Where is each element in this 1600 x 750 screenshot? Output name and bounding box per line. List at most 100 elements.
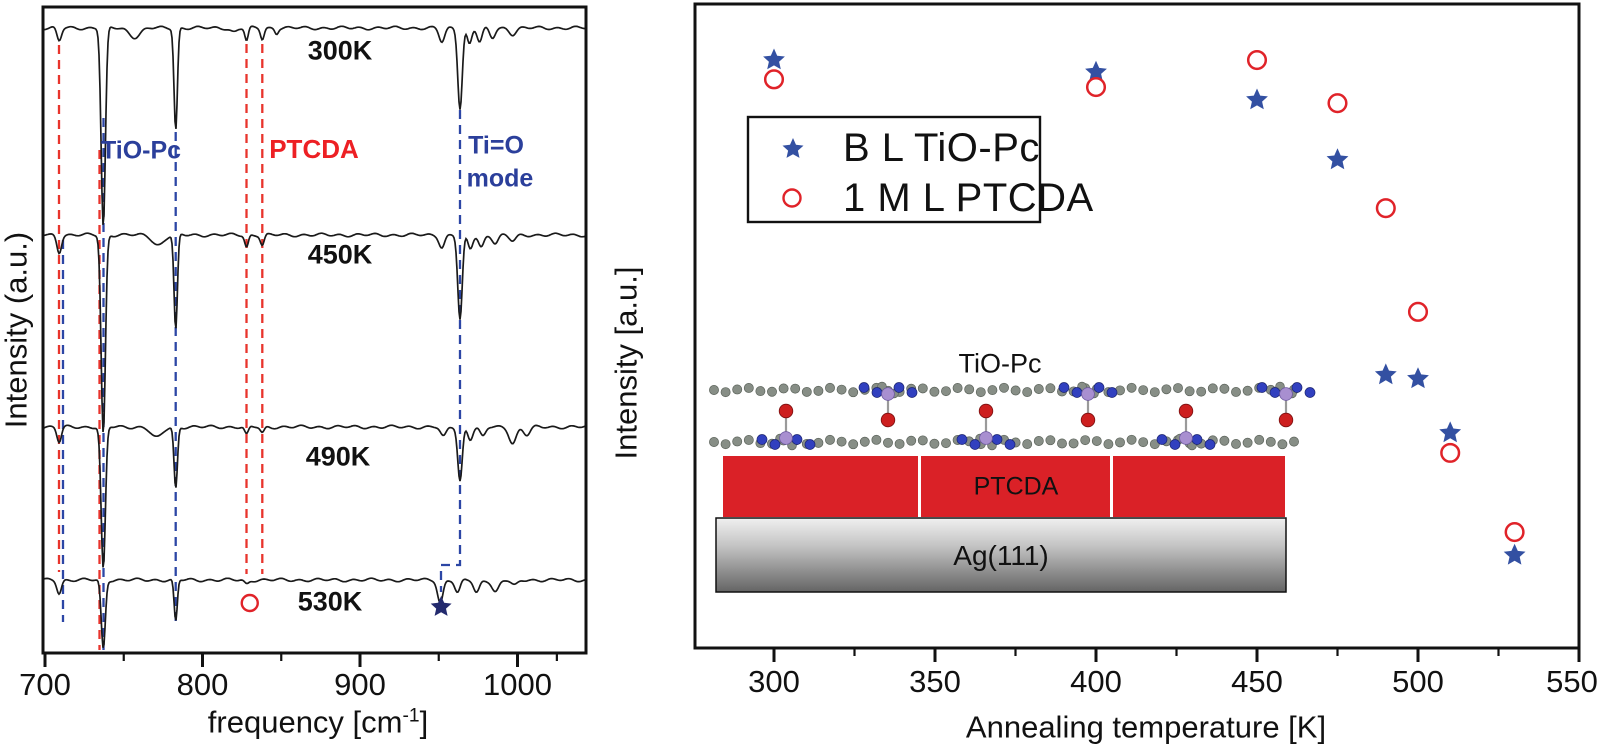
titanium-atom (979, 431, 993, 445)
scatter-star-530K (1503, 543, 1526, 565)
annotation-ti-o-mode: mode (466, 164, 534, 193)
carbon-atom (1057, 438, 1067, 449)
nitrogen-atom (991, 434, 1003, 445)
ptcda-circle-marker (240, 593, 259, 613)
left-x-axis-label-close: ] (419, 704, 429, 740)
carbon-atom (743, 435, 754, 445)
spectrum-label-530K: 530K (297, 586, 363, 617)
carbon-atom (743, 383, 754, 393)
nitrogen-atom (858, 382, 870, 393)
left-x-axis-label: frequency [cm-1] (208, 706, 428, 737)
spectrum-label-300K: 300K (307, 35, 373, 66)
legend-label-1ml-ptcda: 1 M L PTCDA (843, 176, 1094, 220)
titanium-atom (779, 431, 793, 445)
nitrogen-atom (1256, 382, 1268, 393)
inset-ptcda-label: PTCDA (973, 472, 1059, 501)
carbon-atom (848, 387, 859, 398)
scatter-circle-510K (1440, 442, 1461, 463)
carbon-atom (1149, 387, 1160, 398)
carbon-atom (801, 386, 812, 397)
carbon-atom (813, 437, 824, 448)
spectrum-label-490K: 490K (305, 441, 371, 472)
oxygen-atom (778, 403, 794, 419)
oxygen-atom (880, 412, 896, 428)
carbon-atom (929, 386, 940, 397)
carbon-atom (1126, 382, 1137, 393)
carbon-atom (1068, 438, 1079, 449)
carbon-atom (1184, 386, 1195, 397)
carbon-atom (894, 438, 905, 449)
ag111-substrate-block (715, 517, 1287, 593)
carbon-atom (1265, 436, 1276, 447)
left-plot-box (41, 5, 588, 655)
scatter-circle-490K (1375, 198, 1396, 219)
tio-pc-molecule-row (709, 381, 1316, 428)
carbon-atom (1080, 435, 1091, 446)
left-x-axis-label-text: frequency [cm (207, 704, 403, 740)
left-x-tick-label: 700 (19, 667, 71, 702)
carbon-atom (1254, 434, 1265, 445)
carbon-atom (732, 436, 743, 447)
nitrogen-atom (1071, 387, 1083, 398)
right-y-axis-label: Intensity [a.u.] (608, 266, 644, 460)
nitrogen-atom (769, 439, 781, 450)
scatter-circle-450K (1246, 49, 1268, 71)
carbon-atom (1173, 383, 1183, 393)
carbon-atom (1138, 385, 1149, 396)
nitrogen-atom (1093, 382, 1105, 393)
spectrum-curve-450K (43, 232, 586, 433)
carbon-atom (1277, 439, 1288, 450)
nitrogen-atom (1169, 439, 1181, 450)
carbon-atom (871, 434, 882, 445)
left-panel-axes: 700 800 900 1000 (19, 5, 588, 702)
scatter-star-490K (1374, 363, 1397, 385)
right-panel-axes: 300 350 400 450 500 550 (693, 2, 1598, 699)
oxygen-atom (978, 403, 994, 419)
carbon-atom (732, 384, 743, 395)
ptcda-layer-block (921, 456, 1110, 517)
spectrum-label-450K: 450K (307, 239, 373, 270)
peak-guide-963.5 (439, 110, 462, 592)
annotation-ptcda: PTCDA (269, 134, 359, 164)
carbon-atom (1126, 434, 1137, 445)
nitrogen-atom (956, 434, 968, 445)
carbon-atom (952, 383, 963, 393)
carbon-atom (917, 435, 928, 446)
carbon-atom (906, 435, 917, 446)
titanium-atom (881, 387, 895, 401)
right-panel-legend (746, 115, 1042, 224)
carbon-atom (720, 439, 731, 450)
carbon-atom (709, 437, 719, 447)
carbon-atom (1231, 439, 1241, 449)
ptcda-layer-block (723, 456, 918, 517)
nitrogen-atom (871, 387, 883, 398)
right-x-tick-label: 300 (748, 664, 800, 699)
left-y-axis-label: Intensity (a.u.) (0, 231, 34, 429)
carbon-atom (883, 437, 893, 448)
carbon-atom (1091, 436, 1102, 446)
legend-circle-icon (782, 188, 802, 208)
nitrogen-atom (969, 439, 981, 450)
left-x-tick-label: 800 (177, 667, 229, 702)
annotation-ti-o: Ti=O (468, 131, 524, 160)
titanium-atom (1179, 431, 1193, 445)
carbon-atom (999, 382, 1009, 393)
oxygen-atom (1080, 412, 1096, 428)
nitrogen-atom (893, 382, 905, 393)
right-x-axis-label: Annealing temperature [K] (965, 709, 1327, 745)
carbon-atom (709, 385, 719, 395)
carbon-atom (1289, 436, 1299, 447)
carbon-atom (767, 386, 777, 397)
scatter-star-400K (1085, 60, 1107, 82)
carbon-atom (1219, 383, 1230, 394)
scatter-circle-530K (1504, 522, 1525, 543)
left-panel-series-markers (240, 593, 452, 616)
right-x-tick-label: 350 (909, 664, 961, 699)
carbon-atom (1207, 383, 1218, 394)
right-x-tick-label: 450 (1231, 664, 1283, 699)
inset-tio-pc-label: TiO-Pc (958, 348, 1042, 379)
nitrogen-atom (1269, 387, 1281, 398)
right-panel-scatter-points (763, 48, 1526, 565)
right-plot-box (693, 2, 1581, 650)
